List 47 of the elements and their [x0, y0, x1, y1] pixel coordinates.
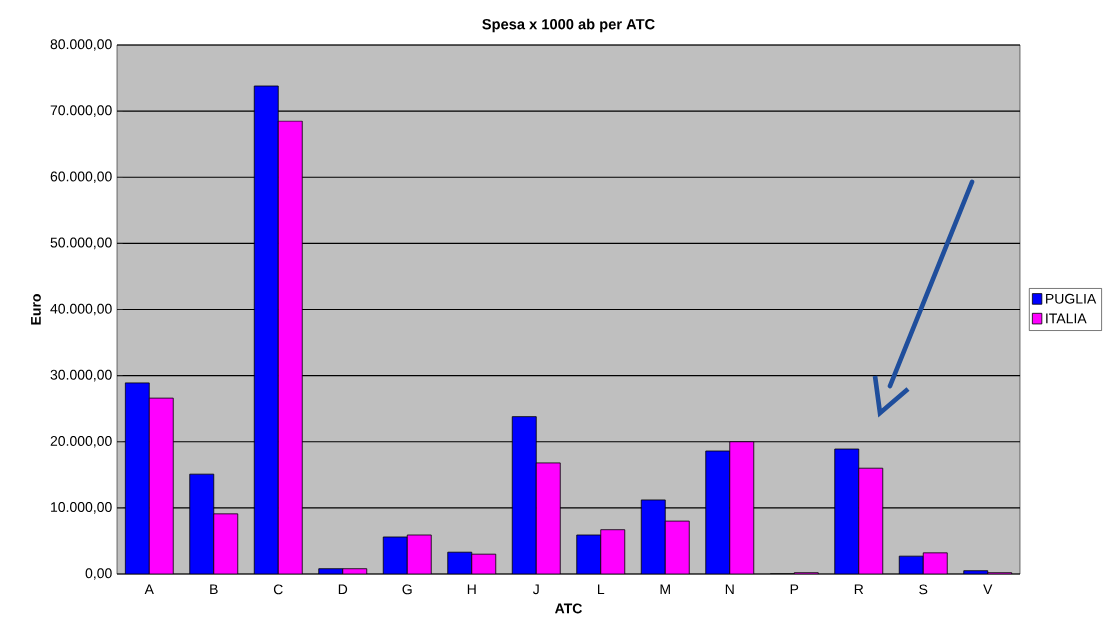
x-tick-label: L [598, 584, 605, 595]
x-tick-label: C [273, 584, 283, 595]
bar [705, 450, 731, 574]
bar [834, 448, 860, 574]
bar [213, 513, 239, 574]
y-tick-label: 60.000,00 [50, 171, 112, 184]
x-tick-label: R [854, 584, 864, 595]
y-tick-label: 20.000,00 [50, 435, 112, 448]
bar [640, 499, 666, 574]
x-tick-label: D [338, 584, 348, 595]
y-tick-label: 10.000,00 [51, 502, 112, 514]
bar [253, 85, 279, 574]
bar [858, 467, 884, 574]
bar [124, 382, 150, 574]
legend-label: ITALIA [1046, 313, 1087, 324]
legend-label: PUGLIA [1046, 293, 1097, 304]
y-tick-label: 50.000,00 [50, 237, 112, 250]
bar [406, 534, 432, 574]
y-tick-label: 30.000,00 [50, 369, 112, 382]
bar [922, 552, 948, 574]
x-tick-label: P [790, 584, 799, 595]
x-tick-label: S [919, 584, 928, 595]
bar [576, 534, 602, 574]
y-tick-label: 0,00 [85, 568, 112, 580]
bar [511, 416, 537, 574]
bar [382, 536, 408, 574]
y-tick-label: 70.000,00 [50, 105, 112, 117]
bar [148, 397, 174, 574]
y-tick-label: 80.000,00 [50, 39, 112, 51]
x-tick-label: M [660, 584, 670, 595]
x-axis-title: ATC [554, 603, 582, 614]
x-tick-label: G [402, 584, 412, 595]
bar [600, 529, 626, 574]
bar [535, 462, 561, 574]
bar [189, 473, 215, 574]
bar [277, 120, 303, 574]
chart-title: Spesa x 1000 ab per ATC [482, 18, 655, 33]
x-tick-label: N [725, 584, 734, 595]
x-tick-label: H [467, 584, 476, 595]
x-tick-label: V [983, 584, 993, 595]
y-axis-title: Euro [31, 294, 41, 325]
bar [664, 520, 690, 574]
bar [729, 441, 755, 574]
x-tick-label: A [144, 584, 154, 595]
x-tick-label: J [532, 584, 539, 595]
x-tick-label: B [210, 584, 218, 595]
y-tick-label: 40.000,00 [50, 303, 112, 316]
